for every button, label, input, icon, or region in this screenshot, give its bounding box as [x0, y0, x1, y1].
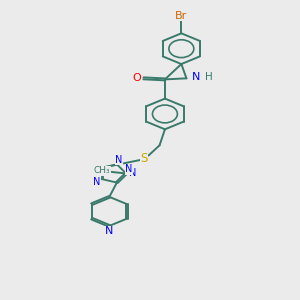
Text: S: S	[140, 152, 148, 165]
Text: N: N	[192, 72, 200, 82]
Text: N: N	[125, 164, 133, 174]
Text: N: N	[93, 177, 100, 187]
Text: H: H	[205, 72, 213, 82]
Text: N: N	[129, 169, 136, 178]
Text: CH₃: CH₃	[94, 167, 110, 176]
Text: N: N	[115, 155, 123, 165]
Text: O: O	[133, 73, 141, 83]
Text: N: N	[105, 226, 113, 236]
Text: Br: Br	[175, 11, 188, 21]
